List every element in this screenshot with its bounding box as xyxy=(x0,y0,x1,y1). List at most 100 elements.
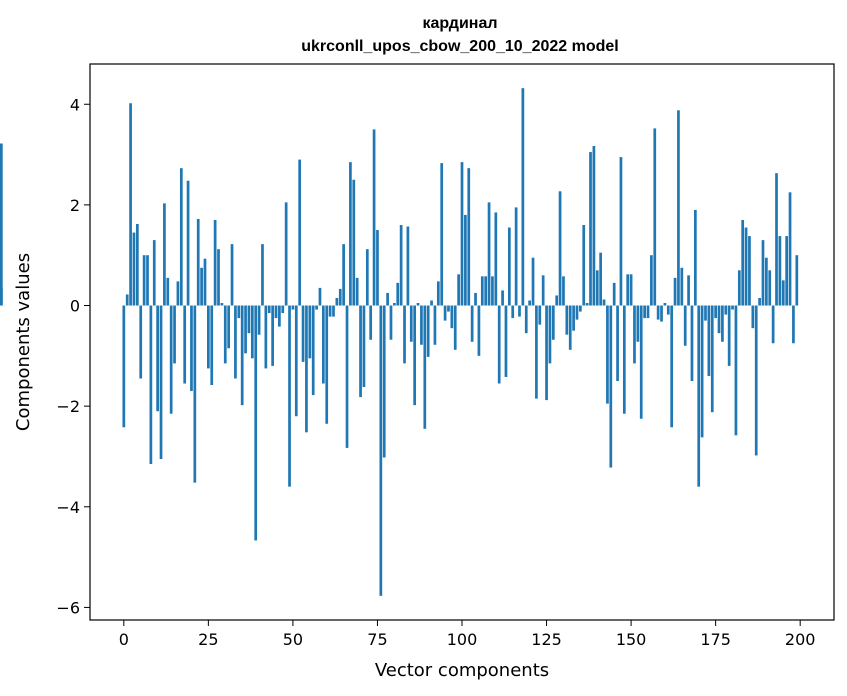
bar-113 xyxy=(504,305,508,377)
y-axis-label: Components values xyxy=(13,253,34,431)
bar-199 xyxy=(795,255,799,306)
bar-111 xyxy=(497,305,501,384)
bar-9 xyxy=(152,240,156,306)
bar-143 xyxy=(606,305,609,404)
bar-149 xyxy=(626,274,630,306)
bar-195 xyxy=(781,280,785,306)
bar-122 xyxy=(535,305,538,399)
bar-105 xyxy=(477,305,481,356)
bar-61 xyxy=(328,305,332,317)
bar-18 xyxy=(183,305,187,384)
bar-24 xyxy=(203,258,207,306)
bar-31 xyxy=(227,305,231,349)
bar-151 xyxy=(633,305,636,364)
bar-114 xyxy=(507,227,511,306)
bar-154 xyxy=(643,305,646,319)
bar-155 xyxy=(646,305,650,319)
bar-106 xyxy=(480,276,484,306)
bar-187 xyxy=(754,305,758,456)
bar-72 xyxy=(365,249,369,306)
bar-71 xyxy=(362,305,366,388)
bar-157 xyxy=(653,128,657,306)
bar-undefined xyxy=(0,287,3,306)
bar-117 xyxy=(518,305,521,317)
y-tick-label: 0 xyxy=(70,297,80,316)
bar-54 xyxy=(305,305,308,433)
bar-176 xyxy=(717,305,721,334)
bar-0 xyxy=(122,305,126,428)
bar-82 xyxy=(399,225,403,306)
bar-193 xyxy=(775,173,778,306)
x-tick-label: 75 xyxy=(367,630,387,649)
bar-137 xyxy=(585,303,589,306)
bar-186 xyxy=(751,305,755,329)
bar-139 xyxy=(592,146,596,306)
bar-73 xyxy=(369,305,373,340)
bar-40 xyxy=(257,305,261,335)
bar-156 xyxy=(650,255,653,306)
bar-45 xyxy=(274,305,278,319)
bar-169 xyxy=(693,209,697,306)
bar-67 xyxy=(349,162,352,306)
bar-20 xyxy=(190,305,193,392)
bar-177 xyxy=(721,305,724,342)
bar-115 xyxy=(511,305,515,319)
bar-130 xyxy=(562,276,565,306)
bar-66 xyxy=(345,305,349,448)
bar-59 xyxy=(321,305,325,384)
bar-96 xyxy=(447,305,450,312)
bar-184 xyxy=(744,227,748,306)
bar-129 xyxy=(558,191,562,306)
chart-title: кардинал xyxy=(423,15,498,32)
bar-164 xyxy=(677,110,680,306)
bar-132 xyxy=(568,305,572,350)
bar-102 xyxy=(467,168,471,306)
bar-70 xyxy=(359,305,362,398)
bar-35 xyxy=(240,305,244,406)
bar-173 xyxy=(707,305,711,376)
bar-89 xyxy=(423,305,427,429)
bar-153 xyxy=(639,305,643,419)
bar-11 xyxy=(159,305,163,459)
bar-197 xyxy=(788,192,792,306)
plot-frame xyxy=(89,63,835,621)
bar-56 xyxy=(311,305,315,396)
bar-189 xyxy=(761,240,765,306)
bar-16 xyxy=(176,281,180,306)
bar-90 xyxy=(426,305,430,357)
bar-126 xyxy=(548,305,552,364)
bar-5 xyxy=(139,305,143,379)
bar-6 xyxy=(142,255,146,306)
bar-179 xyxy=(727,305,731,366)
bar-163 xyxy=(673,277,677,306)
bar-158 xyxy=(656,305,660,320)
bar-52 xyxy=(298,159,302,306)
bar-75 xyxy=(376,230,379,306)
bar-148 xyxy=(622,305,626,414)
bar-38 xyxy=(250,305,254,359)
bar-7 xyxy=(146,255,149,306)
bar-34 xyxy=(237,305,241,319)
y-tick-label: −2 xyxy=(56,397,80,416)
bar-101 xyxy=(464,214,467,306)
bar-83 xyxy=(403,305,406,364)
bar-2 xyxy=(129,103,132,306)
bar-8 xyxy=(149,305,153,465)
bar-63 xyxy=(335,297,339,306)
bar-121 xyxy=(531,257,535,306)
y-tick-label: 2 xyxy=(70,196,80,215)
bar-39 xyxy=(254,305,258,541)
bar-37 xyxy=(247,305,251,334)
bar-146 xyxy=(616,305,619,381)
bar-123 xyxy=(538,305,542,325)
bar-1 xyxy=(125,294,129,306)
bar-81 xyxy=(396,282,400,306)
bar-131 xyxy=(565,305,569,335)
bar-133 xyxy=(572,305,575,331)
bar-17 xyxy=(179,168,183,306)
bar-196 xyxy=(785,236,789,306)
bar-136 xyxy=(582,225,586,306)
bar-140 xyxy=(595,270,599,306)
bar-77 xyxy=(382,305,386,458)
bar-19 xyxy=(186,180,190,306)
